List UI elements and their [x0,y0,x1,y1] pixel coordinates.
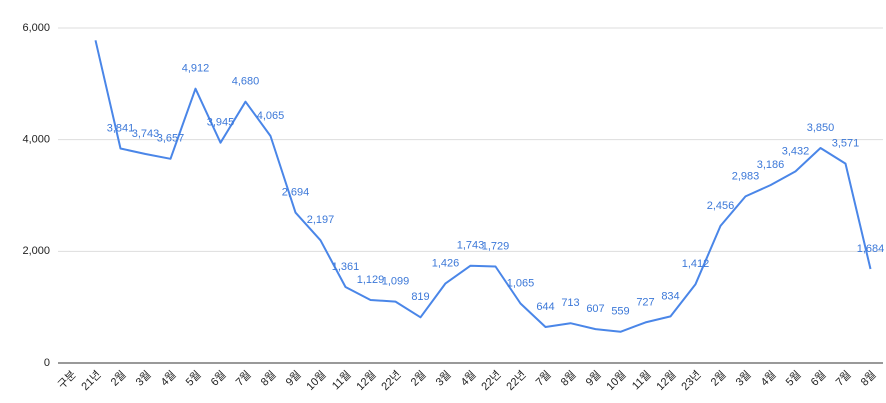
data-label: 1,743 [457,240,485,252]
x-tick-label: 3월 [733,368,754,389]
data-label: 3,945 [207,117,235,129]
x-tick-label: 8월 [558,368,579,389]
x-tick-label: 9월 [283,368,304,389]
x-tick-label: 11월 [329,368,353,392]
data-label: 2,456 [707,200,735,212]
data-label: 4,912 [182,63,210,75]
y-tick-label: 4,000 [22,134,50,146]
y-tick-label: 6,000 [22,22,50,34]
x-tick-label: 11월 [629,368,653,392]
data-label: 1,361 [332,261,360,273]
x-tick-label: 8월 [858,368,879,389]
data-label: 3,657 [157,133,185,145]
data-label: 713 [561,297,579,309]
data-label: 1,412 [682,258,710,270]
x-tick-label: 23년 [679,368,704,393]
data-label: 3,432 [782,145,810,157]
data-label: 834 [661,290,679,302]
x-tick-label: 5월 [783,368,804,389]
y-tick-label: 0 [44,357,50,369]
x-tick-label: 구분 [56,369,79,392]
data-label: 607 [586,303,604,315]
x-tick-label: 3월 [133,368,154,389]
x-tick-label: 3월 [433,368,454,389]
x-tick-label: 2월 [408,368,429,389]
x-tick-label: 10월 [604,368,629,393]
x-tick-label: 8월 [258,368,279,389]
x-tick-label: 9월 [583,368,604,389]
y-tick-label: 2,000 [22,245,50,257]
data-label: 644 [536,301,554,313]
data-label: 3,186 [757,159,785,171]
line [94,40,872,333]
x-tick-label: 22년 [479,368,504,393]
x-tick-label: 6월 [808,368,829,389]
data-label: 3,850 [807,122,835,134]
x-tick-label: 7월 [233,368,254,389]
data-label: 1,729 [482,240,510,252]
data-label: 1,129 [357,274,385,286]
x-tick-label: 2월 [108,368,129,389]
x-tick-label: 4월 [158,368,179,389]
data-label: 3,743 [132,128,160,140]
data-label: 819 [411,291,429,303]
x-tick-label: 12월 [654,368,679,393]
data-label: 2,983 [732,170,760,182]
x-tick-label: 22년 [504,368,529,393]
x-tick-label: 4월 [458,368,479,389]
data-label: 4,680 [232,76,260,88]
data-label: 1,426 [432,257,460,269]
data-label: 1,684 [857,243,885,255]
x-tick-label: 7월 [533,368,554,389]
data-label: 4,065 [257,110,285,122]
x-tick-label: 4월 [758,368,779,389]
data-label: 1,065 [507,277,535,289]
data-label: 2,694 [282,186,310,198]
x-tick-label: 12월 [354,368,379,393]
data-label: 727 [636,296,654,308]
data-label: 3,571 [832,138,860,150]
x-tick-label: 7월 [833,368,854,389]
data-label: 559 [611,306,629,318]
data-label: 3,841 [107,122,135,134]
data-label: 1,099 [382,276,410,288]
x-tick-label: 22년 [379,368,404,393]
x-tick-label: 10월 [304,368,329,393]
data-label: 2,197 [307,214,335,226]
x-tick-label: 6월 [208,368,229,389]
x-tick-label: 5월 [183,368,204,389]
x-tick-label: 21년 [79,368,104,393]
x-tick-label: 2월 [708,368,729,389]
